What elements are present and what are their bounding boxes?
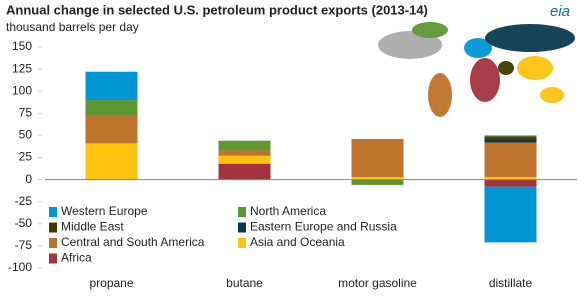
x-tick-label: motor gasoline (338, 276, 417, 290)
y-tick-label: 0 (25, 172, 32, 186)
x-tick-label: butane (226, 276, 263, 290)
bar-segment (351, 179, 404, 185)
bar-segment (484, 136, 537, 139)
bar-segment (351, 176, 404, 180)
legend-swatch (238, 238, 246, 248)
y-tick-label: -50 (15, 216, 33, 230)
x-tick-label: propane (89, 276, 133, 290)
legend-swatch (49, 253, 57, 264)
world-map (378, 22, 575, 117)
bar-segment (85, 71, 138, 101)
chart-subtitle: thousand barrels per day (6, 20, 139, 34)
legend-label: Eastern Europe and Russia (250, 220, 397, 234)
legend-box (45, 203, 415, 267)
y-tick-label: 50 (19, 128, 33, 142)
legend-label: Western Europe (61, 204, 148, 218)
bar-segment (218, 150, 271, 156)
bar-segment (85, 115, 138, 144)
x-tick-label: distillate (489, 276, 533, 290)
chart-title: Annual change in selected U.S. petroleum… (6, 2, 428, 17)
legend-label: Central and South America (61, 235, 205, 249)
legend-label: Asia and Oceania (250, 235, 345, 249)
y-tick-label: -75 (15, 238, 33, 252)
bar-segment (351, 139, 404, 177)
bar-segment (218, 140, 271, 151)
legend-label: Middle East (61, 220, 124, 234)
y-tick-label: 125 (12, 61, 32, 75)
legend-swatch (49, 207, 57, 217)
bar-segment (484, 186, 537, 243)
bar-segment (484, 179, 537, 187)
bar-segment (85, 100, 138, 116)
bar-segment (218, 155, 271, 164)
legend-label: Africa (61, 251, 92, 265)
bar-segment (484, 135, 537, 137)
legend-swatch (49, 222, 57, 233)
bar-segment (484, 142, 537, 177)
bar-segment (484, 176, 537, 180)
y-tick-label: 25 (19, 150, 33, 164)
legend-swatch (238, 207, 246, 217)
legend-swatch (238, 222, 246, 233)
bar-segment (484, 138, 537, 143)
y-tick-label: -100 (8, 260, 32, 274)
bar-segment (351, 138, 404, 140)
y-tick-label: 150 (12, 39, 32, 53)
y-tick-label: -25 (15, 194, 33, 208)
y-tick-label: 75 (19, 105, 33, 119)
bar-segment (218, 163, 271, 180)
bar-segment (85, 143, 138, 180)
legend-swatch (49, 238, 57, 248)
legend-label: North America (250, 204, 326, 218)
y-tick-label: 100 (12, 83, 32, 97)
logo: eia (550, 3, 570, 20)
